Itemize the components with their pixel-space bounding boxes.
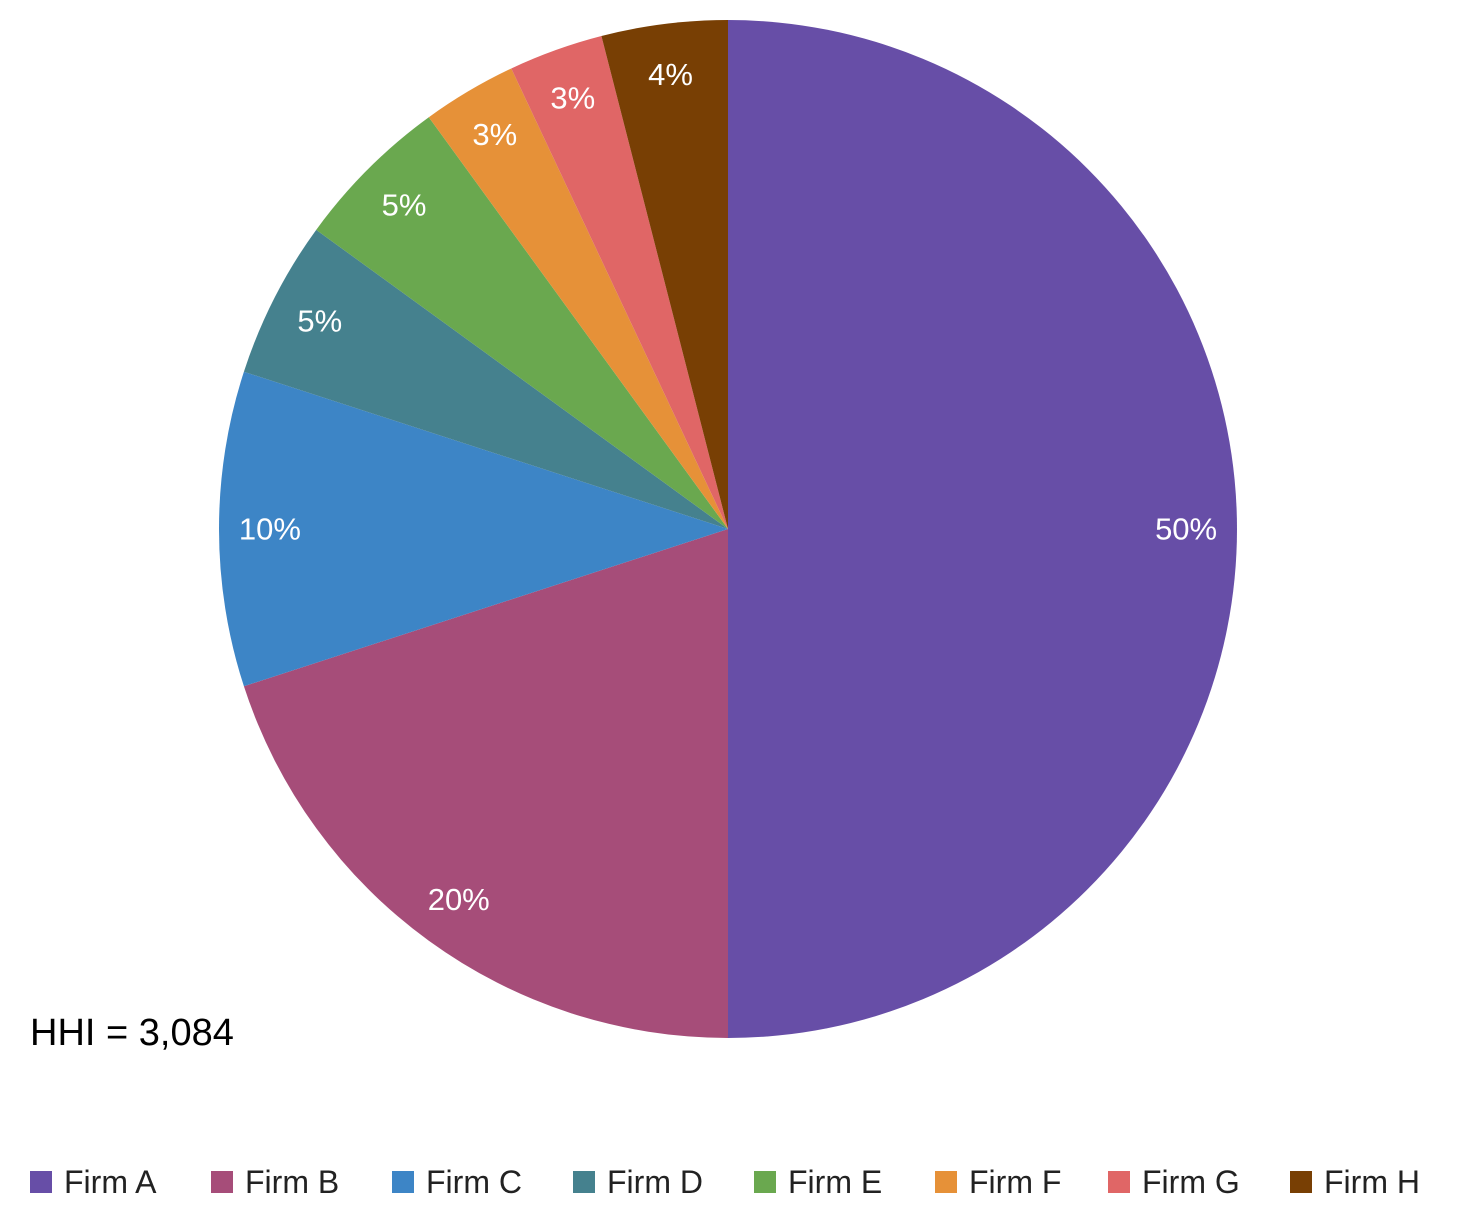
- legend-swatch: [1290, 1171, 1312, 1193]
- legend-item-firm-a: Firm A: [30, 1160, 156, 1204]
- legend-item-firm-c: Firm C: [392, 1160, 522, 1204]
- legend-swatch: [392, 1171, 414, 1193]
- legend-item-firm-g: Firm G: [1108, 1160, 1240, 1204]
- pie-slice-firm-h: [601, 20, 728, 529]
- legend-label: Firm C: [426, 1163, 522, 1200]
- pie-slice-firm-g: [511, 35, 728, 530]
- pie-slice-firm-b: [243, 529, 728, 1038]
- legend-label: Firm H: [1324, 1163, 1420, 1200]
- pie-value-label-firm-g: 3%: [550, 80, 595, 115]
- pie-value-label-firm-h: 4%: [648, 57, 693, 92]
- legend-item-firm-f: Firm F: [935, 1160, 1061, 1204]
- pie-value-label-firm-a: 50%: [1155, 512, 1217, 547]
- pie-slice-firm-c: [218, 371, 728, 687]
- legend-swatch: [30, 1171, 52, 1193]
- pie-value-label-firm-c: 10%: [239, 512, 301, 547]
- pie-value-label-firm-b: 20%: [428, 882, 490, 917]
- pie-value-labels: 50% 20% 10% 5% 5% 3% 3% 4%: [239, 57, 1217, 917]
- legend-label: Firm E: [788, 1163, 883, 1200]
- legend-swatch: [1108, 1171, 1130, 1193]
- legend-label: Firm D: [607, 1163, 703, 1200]
- pie-value-label-firm-d: 5%: [297, 304, 342, 339]
- pie-slices: [218, 20, 1237, 1038]
- legend-label: Firm F: [969, 1163, 1062, 1200]
- pie-slice-firm-d: [243, 229, 728, 529]
- legend-label: Firm A: [64, 1163, 157, 1200]
- legend-item-firm-e: Firm E: [754, 1160, 882, 1204]
- pie-slice-firm-f: [428, 68, 728, 529]
- legend-swatch: [211, 1171, 233, 1193]
- pie-slice-firm-a: [728, 20, 1237, 1038]
- pie-slice-firm-e: [316, 117, 728, 530]
- legend-item-firm-d: Firm D: [573, 1160, 703, 1204]
- legend-item-firm-h: Firm H: [1290, 1160, 1420, 1204]
- legend-label: Firm B: [245, 1163, 340, 1200]
- hhi-annotation: HHI = 3,084: [30, 1012, 234, 1054]
- pie-value-label-firm-e: 5%: [382, 188, 427, 223]
- legend-swatch: [573, 1171, 595, 1193]
- legend-swatch: [754, 1171, 776, 1193]
- legend: Firm A Firm B Firm C Firm D Firm E Firm F Firm…: [0, 1160, 1470, 1204]
- pie-value-label-firm-f: 3%: [472, 117, 517, 152]
- legend-swatch: [935, 1171, 957, 1193]
- legend-item-firm-b: Firm B: [211, 1160, 339, 1204]
- legend-label: Firm G: [1142, 1163, 1240, 1200]
